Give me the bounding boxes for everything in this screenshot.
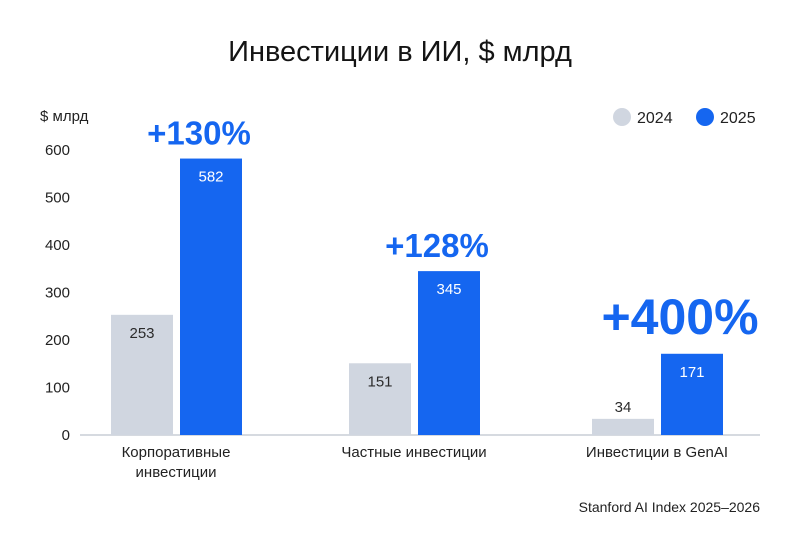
growth-percentage-label: +400% bbox=[601, 289, 758, 345]
bar-2024 bbox=[349, 363, 411, 435]
bar-2024 bbox=[111, 314, 173, 435]
category-label: Инвестиции в GenAI bbox=[586, 444, 728, 461]
bar-value-label: 582 bbox=[198, 169, 223, 186]
growth-percentage-label: +128% bbox=[385, 227, 489, 264]
legend-label: 2024 bbox=[637, 110, 673, 127]
bar-value-label: 151 bbox=[367, 373, 392, 390]
y-tick-label: 500 bbox=[45, 190, 70, 207]
bar-value-label: 345 bbox=[436, 281, 461, 298]
y-tick-label: 100 bbox=[45, 380, 70, 397]
y-tick-label: 200 bbox=[45, 332, 70, 349]
bar-2025 bbox=[180, 158, 242, 436]
y-axis-unit-label: $ млрд bbox=[40, 108, 89, 125]
y-tick-label: 400 bbox=[45, 237, 70, 254]
category-label: Корпоративные bbox=[122, 444, 231, 461]
bar-value-label: 34 bbox=[615, 399, 632, 416]
source-note: Stanford AI Index 2025–2026 bbox=[579, 499, 761, 515]
bar-2025 bbox=[661, 353, 723, 435]
legend-label: 2025 bbox=[720, 110, 756, 127]
y-tick-label: 600 bbox=[45, 142, 70, 159]
bar-2024 bbox=[592, 418, 654, 435]
legend-swatch-2024 bbox=[613, 108, 631, 126]
bar-value-label: 253 bbox=[129, 325, 154, 342]
chart-title: Инвестиции в ИИ, $ млрд bbox=[228, 36, 572, 68]
bar-value-label: 171 bbox=[679, 364, 704, 381]
bar-2025 bbox=[418, 271, 480, 435]
category-label: Частные инвестиции bbox=[341, 444, 486, 461]
legend-swatch-2025 bbox=[696, 108, 714, 126]
y-tick-label: 0 bbox=[62, 427, 70, 444]
category-label: инвестиции bbox=[136, 464, 217, 481]
growth-percentage-label: +130% bbox=[147, 115, 251, 152]
y-tick-label: 300 bbox=[45, 285, 70, 302]
